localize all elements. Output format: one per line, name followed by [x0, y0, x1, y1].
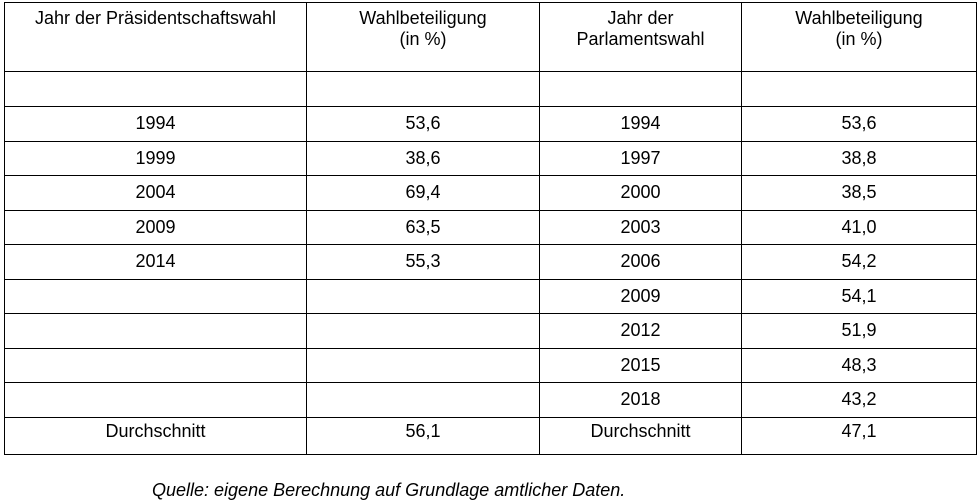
cell-presidential-turnout — [306, 313, 540, 349]
cell-parliamentary-turnout: 43,2 — [741, 382, 977, 418]
table-row: 1994 53,6 1994 53,6 — [4, 106, 977, 142]
cell-parliamentary-year: 2015 — [539, 347, 742, 383]
cell-parliamentary-year — [539, 71, 742, 107]
cell-parliamentary-turnout: 48,3 — [741, 347, 977, 383]
cell-parliamentary-year: 2000 — [539, 175, 742, 211]
cell-presidential-turnout: 38,6 — [306, 140, 540, 176]
cell-presidential-turnout — [306, 278, 540, 314]
table-row: 2004 69,4 2000 38,5 — [4, 175, 977, 211]
cell-parliamentary-year: 1997 — [539, 140, 742, 176]
table-body: 1994 53,6 1994 53,6 1999 38,6 1997 38,8 2004 69,4… — [4, 71, 977, 418]
header-row: Jahr der Präsidentschaftswahl Wahlbeteil… — [4, 2, 977, 72]
table-row: 2012 51,9 — [4, 313, 977, 349]
cell-parliamentary-turnout: 38,5 — [741, 175, 977, 211]
cell-presidential-turnout: 63,5 — [306, 209, 540, 245]
cell-parliamentary-year: 1994 — [539, 106, 742, 142]
header-presidential-turnout: Wahlbeteiligung (in %) — [306, 2, 540, 72]
cell-parliamentary-turnout: 54,2 — [741, 244, 977, 280]
cell-presidential-turnout: 53,6 — [306, 106, 540, 142]
header-parliamentary-year-line-2: Parlamentswahl — [576, 29, 705, 49]
cell-presidential-year: 2009 — [4, 209, 307, 245]
average-row: Durchschnitt 56,1 Durchschnitt 47,1 — [4, 416, 977, 455]
cell-presidential-year: 2014 — [4, 244, 307, 280]
cell-parliamentary-turnout: 54,1 — [741, 278, 977, 314]
cell-presidential-year: 1994 — [4, 106, 307, 142]
cell-parliamentary-year: 2003 — [539, 209, 742, 245]
header-presidential-year-line-1: Jahr der Präsidentschaftswahl — [34, 8, 277, 28]
cell-parliamentary-turnout: 53,6 — [741, 106, 977, 142]
cell-presidential-year: 2004 — [4, 175, 307, 211]
cell-presidential-year — [4, 382, 307, 418]
table-row: 2018 43,2 — [4, 382, 977, 418]
table-row: 2014 55,3 2006 54,2 — [4, 244, 977, 280]
turnout-table: Jahr der Präsidentschaftswahl Wahlbeteil… — [4, 2, 977, 455]
cell-parliamentary-turnout — [741, 71, 977, 107]
header-parliamentary-year-line-1: Jahr der — [607, 8, 674, 28]
table-row — [4, 71, 977, 107]
header-presidential-turnout-line-1: Wahlbeteiligung — [359, 8, 487, 28]
cell-parliamentary-year: 2006 — [539, 244, 742, 280]
cell-parliamentary-turnout: 51,9 — [741, 313, 977, 349]
header-parliamentary-year: Jahr der Parlamentswahl — [539, 2, 742, 72]
average-label-presidential: Durchschnitt — [4, 416, 307, 455]
cell-presidential-year: 1999 — [4, 140, 307, 176]
cell-presidential-year — [4, 347, 307, 383]
header-parliamentary-turnout-line-1: Wahlbeteiligung — [795, 8, 923, 28]
header-parliamentary-turnout: Wahlbeteiligung (in %) — [741, 2, 977, 72]
cell-parliamentary-turnout: 41,0 — [741, 209, 977, 245]
cell-parliamentary-year: 2009 — [539, 278, 742, 314]
table-row: 2009 63,5 2003 41,0 — [4, 209, 977, 245]
cell-presidential-turnout — [306, 382, 540, 418]
cell-parliamentary-year: 2012 — [539, 313, 742, 349]
header-presidential-year: Jahr der Präsidentschaftswahl — [4, 2, 307, 72]
cell-presidential-turnout: 69,4 — [306, 175, 540, 211]
cell-parliamentary-year: 2018 — [539, 382, 742, 418]
average-label-parliamentary: Durchschnitt — [539, 416, 742, 455]
cell-parliamentary-turnout: 38,8 — [741, 140, 977, 176]
source-note: Quelle: eigene Berechnung auf Grundlage … — [152, 480, 626, 500]
table-row: 2009 54,1 — [4, 278, 977, 314]
cell-presidential-turnout: 55,3 — [306, 244, 540, 280]
average-value-parliamentary: 47,1 — [741, 416, 977, 455]
cell-presidential-year — [4, 71, 307, 107]
cell-presidential-turnout — [306, 347, 540, 383]
header-presidential-turnout-line-2: (in %) — [399, 29, 447, 49]
average-value-presidential: 56,1 — [306, 416, 540, 455]
header-parliamentary-turnout-line-2: (in %) — [835, 29, 883, 49]
table-row: 2015 48,3 — [4, 347, 977, 383]
table-row: 1999 38,6 1997 38,8 — [4, 140, 977, 176]
cell-presidential-year — [4, 313, 307, 349]
cell-presidential-year — [4, 278, 307, 314]
cell-presidential-turnout — [306, 71, 540, 107]
